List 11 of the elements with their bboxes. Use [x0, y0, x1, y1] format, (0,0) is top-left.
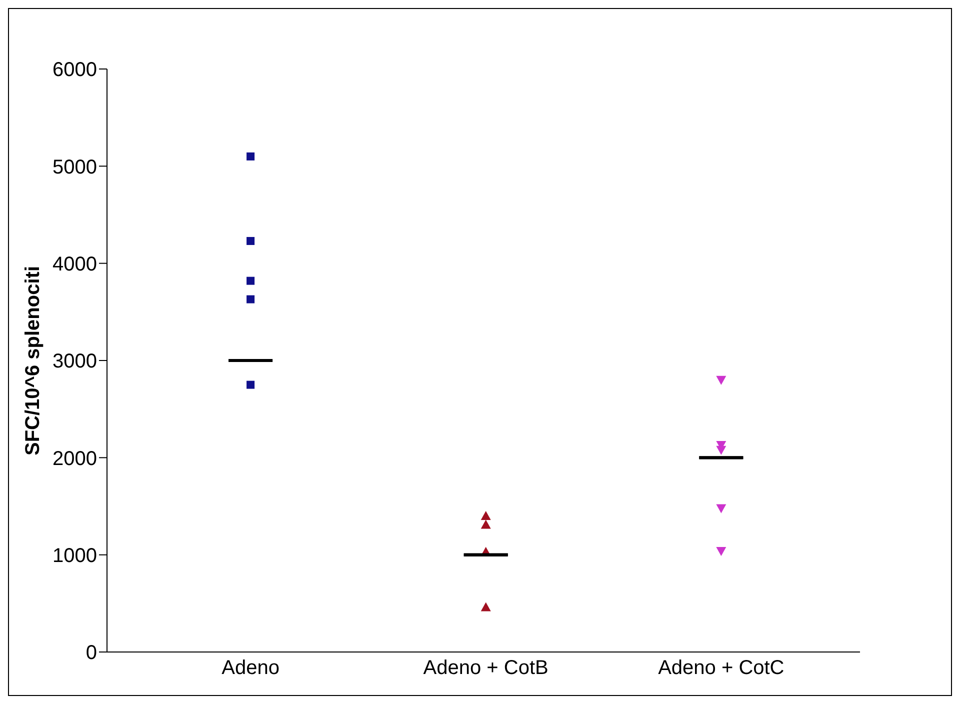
- y-axis-title: SFC/10^6 splenociti: [22, 266, 44, 456]
- x-tick-label: Adeno + CotB: [423, 657, 548, 680]
- y-tick-label: 2000: [52, 448, 97, 470]
- x-tick-label: Adeno: [222, 657, 280, 680]
- y-tick-label: 0: [86, 642, 97, 664]
- y-tick-label: 4000: [52, 253, 97, 276]
- y-tick-label: 5000: [52, 156, 97, 178]
- y-tick-label: 6000: [52, 59, 97, 82]
- y-tick-label: 3000: [52, 350, 97, 373]
- y-tick-label: 1000: [52, 544, 97, 567]
- x-tick-label: Adeno + CotC: [658, 657, 784, 680]
